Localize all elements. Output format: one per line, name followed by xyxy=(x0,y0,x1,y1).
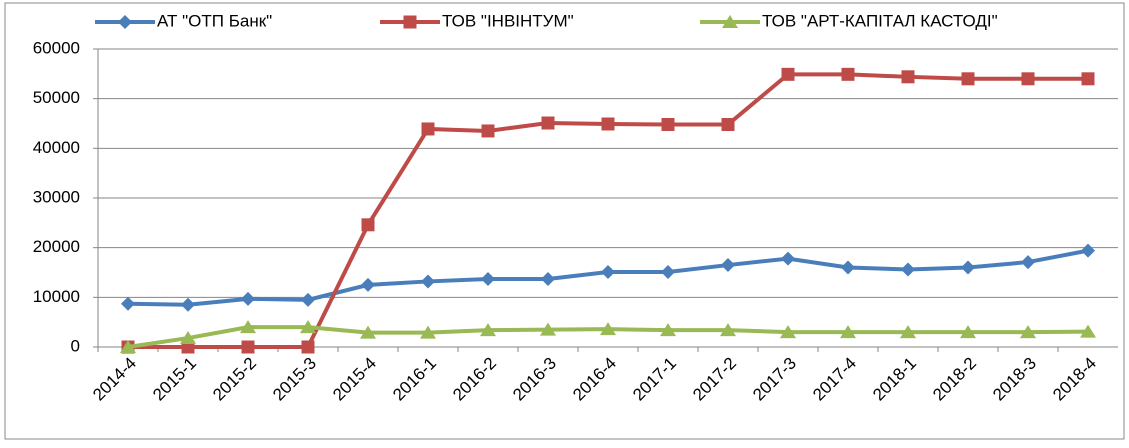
square-marker xyxy=(241,340,255,354)
legend-label: АТ "ОТП Банк" xyxy=(157,11,272,30)
triangle-marker xyxy=(900,325,916,339)
diamond-marker xyxy=(661,265,675,280)
triangle-marker xyxy=(600,322,616,336)
square-marker xyxy=(661,117,675,131)
diamond-marker xyxy=(841,260,855,275)
diamond-marker xyxy=(541,271,555,286)
triangle-marker xyxy=(240,320,256,334)
square-marker xyxy=(781,67,795,81)
diamond-marker xyxy=(301,292,315,307)
diamond-marker xyxy=(1081,243,1095,258)
y-tick-label: 60000 xyxy=(33,38,80,57)
y-tick-label: 40000 xyxy=(33,138,80,157)
y-tick-label: 50000 xyxy=(33,88,80,107)
square-marker xyxy=(1081,72,1095,86)
square-marker xyxy=(481,124,495,138)
triangle-marker xyxy=(720,323,736,337)
diamond-marker xyxy=(781,251,795,266)
diamond-marker xyxy=(901,262,915,277)
diamond-marker xyxy=(721,258,735,273)
triangle-marker xyxy=(480,323,496,337)
diamond-marker xyxy=(121,296,135,311)
square-marker xyxy=(901,70,915,84)
triangle-marker xyxy=(722,15,738,28)
y-tick-label: 20000 xyxy=(33,237,80,256)
square-marker xyxy=(1021,72,1035,86)
y-tick-label: 10000 xyxy=(33,287,80,306)
diamond-marker xyxy=(961,260,975,275)
triangle-marker xyxy=(180,331,196,345)
legend-label: ТОВ "ІНВІНТУМ" xyxy=(442,11,574,30)
triangle-marker xyxy=(120,340,136,353)
triangle-marker xyxy=(420,325,436,339)
y-tick-label: 0 xyxy=(71,336,80,355)
square-marker xyxy=(601,117,615,131)
triangle-marker xyxy=(1080,324,1096,338)
diamond-marker xyxy=(181,297,195,312)
diamond-marker xyxy=(241,291,255,306)
square-marker xyxy=(961,72,975,86)
square-marker xyxy=(541,116,555,130)
diamond-marker xyxy=(601,265,615,280)
triangle-marker xyxy=(960,325,976,339)
square-marker xyxy=(361,218,375,232)
y-tick-label: 30000 xyxy=(33,187,80,206)
square-marker xyxy=(841,67,855,81)
square-marker xyxy=(721,117,735,131)
triangle-marker xyxy=(360,325,376,339)
diamond-marker xyxy=(1021,255,1035,270)
square-marker xyxy=(301,340,315,354)
triangle-marker xyxy=(540,322,556,336)
square-marker xyxy=(403,15,417,29)
triangle-marker xyxy=(780,325,796,339)
legend-label: ТОВ "АРТ-КАПІТАЛ КАСТОДІ" xyxy=(762,11,998,30)
triangle-marker xyxy=(300,320,316,334)
triangle-marker xyxy=(840,325,856,339)
triangle-marker xyxy=(1020,325,1036,339)
chart-frame xyxy=(4,2,1125,440)
triangle-marker xyxy=(660,323,676,337)
diamond-marker xyxy=(361,277,375,292)
diamond-marker xyxy=(118,15,132,29)
square-marker xyxy=(421,122,435,136)
diamond-marker xyxy=(481,271,495,286)
diamond-marker xyxy=(421,274,435,289)
